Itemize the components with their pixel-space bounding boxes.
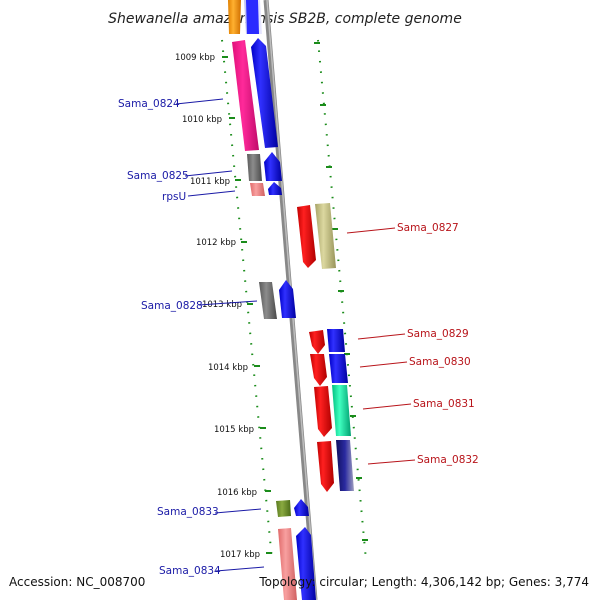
gene-red-0831[interactable] (314, 386, 332, 437)
tick-label: 1013 kbp (202, 300, 242, 310)
tick-label: 1012 kbp (196, 238, 236, 248)
label-sama-0824[interactable]: Sama_0824 (118, 98, 180, 110)
accession-text: Accession: NC_008700 (9, 575, 146, 589)
tick-label: 1016 kbp (217, 488, 257, 498)
map-title: Shewanella amazonensis SB2B, complete ge… (108, 11, 462, 27)
label-rpsu[interactable]: rpsU (162, 191, 186, 203)
gene-sama-0832[interactable] (336, 440, 354, 491)
leader-rpsu (187, 190, 236, 197)
leader-sama-0827 (346, 227, 396, 234)
gene-partial-blue[interactable] (246, 0, 259, 34)
leader-sama-0833 (214, 508, 262, 514)
tick-label: 1010 kbp (182, 115, 222, 125)
label-sama-0828[interactable]: Sama_0828 (141, 300, 203, 312)
gene-rpsu[interactable] (250, 183, 265, 196)
label-sama-0833[interactable]: Sama_0833 (157, 506, 219, 518)
tick-label: 1017 kbp (220, 550, 260, 560)
tick-1010: 1010 kbp (182, 115, 235, 125)
genome-stats-text: Topology: circular; Length: 4,306,142 bp… (259, 575, 589, 589)
leader-sama-0825 (184, 170, 233, 177)
tick-label: 1014 kbp (208, 363, 248, 373)
label-sama-0829[interactable]: Sama_0829 (407, 328, 469, 340)
gene-red-0830[interactable] (310, 354, 327, 386)
leader-sama-0829 (357, 333, 406, 340)
gene-sama-0829[interactable] (327, 329, 345, 352)
tick-1015: 1015 kbp (214, 425, 266, 435)
gene-sama-0824[interactable] (232, 40, 259, 151)
gene-sama-0825[interactable] (247, 154, 262, 181)
tick-label: 1015 kbp (214, 425, 254, 435)
gene-blue-0833-pair[interactable] (294, 499, 309, 516)
gene-blue-0828-pair[interactable] (279, 280, 296, 318)
leader-sama-0824 (175, 98, 224, 105)
gene-sama-0834[interactable] (278, 528, 297, 600)
label-sama-0827[interactable]: Sama_0827 (397, 222, 459, 234)
tick-1014: 1014 kbp (208, 363, 260, 373)
tick-1017: 1017 kbp (220, 550, 272, 560)
leader-sama-0832 (367, 459, 416, 465)
gene-red-0829[interactable] (309, 330, 325, 354)
gene-red-0827-pair[interactable] (297, 205, 316, 268)
tick-1011: 1011 kbp (190, 177, 241, 187)
tick-label: 1011 kbp (190, 177, 230, 187)
gene-red-0832[interactable] (317, 441, 334, 492)
gene-blue-0834-pair[interactable] (296, 527, 316, 600)
gene-sama-0833[interactable] (276, 500, 291, 517)
tick-1012: 1012 kbp (196, 238, 247, 248)
tick-1009: 1009 kbp (175, 53, 228, 63)
gene-partial-orange[interactable] (228, 0, 241, 34)
label-sama-0830[interactable]: Sama_0830 (409, 356, 471, 368)
leader-sama-0831 (362, 403, 412, 410)
label-sama-0831[interactable]: Sama_0831 (413, 398, 475, 410)
tick-1013: 1013 kbp (202, 300, 253, 310)
leader-sama-0830 (359, 361, 408, 368)
label-sama-0832[interactable]: Sama_0832 (417, 454, 479, 466)
tick-1016: 1016 kbp (217, 488, 271, 498)
gene-sama-0827[interactable] (315, 203, 336, 269)
gene-sama-0830[interactable] (329, 354, 348, 383)
leader-sama-0834 (215, 566, 265, 572)
leader-sama-0828 (198, 300, 258, 306)
label-sama-0825[interactable]: Sama_0825 (127, 170, 189, 182)
tick-label: 1009 kbp (175, 53, 215, 63)
gene-blue-0824-pair[interactable] (251, 38, 278, 148)
gene-blue-0825-pair[interactable] (264, 152, 282, 181)
gene-blue-rpsu-pair[interactable] (268, 182, 282, 195)
gene-sama-0831[interactable] (332, 385, 351, 436)
label-sama-0834[interactable]: Sama_0834 (159, 565, 221, 577)
gene-sama-0828[interactable] (259, 282, 277, 319)
